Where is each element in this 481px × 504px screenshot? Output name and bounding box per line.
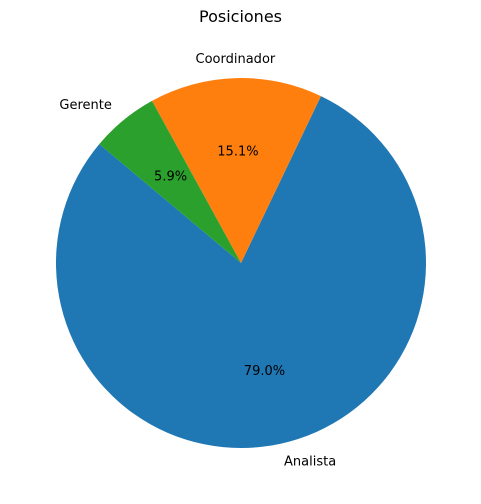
slice-label-analista: Analista — [284, 454, 336, 469]
pct-label-coordinador: 15.1% — [217, 145, 258, 160]
pie-slice-coordinador — [151, 77, 321, 263]
pct-label-gerente: 5.9% — [154, 170, 187, 185]
chart-title: Posiciones — [199, 7, 282, 26]
slice-label-coordinador: Coordinador — [196, 52, 276, 67]
pct-label-analista: 79.0% — [244, 364, 285, 379]
slice-label-gerente: Gerente — [59, 98, 111, 113]
pie-slice-gerente — [99, 100, 242, 264]
pie-slice-analista — [56, 96, 427, 448]
